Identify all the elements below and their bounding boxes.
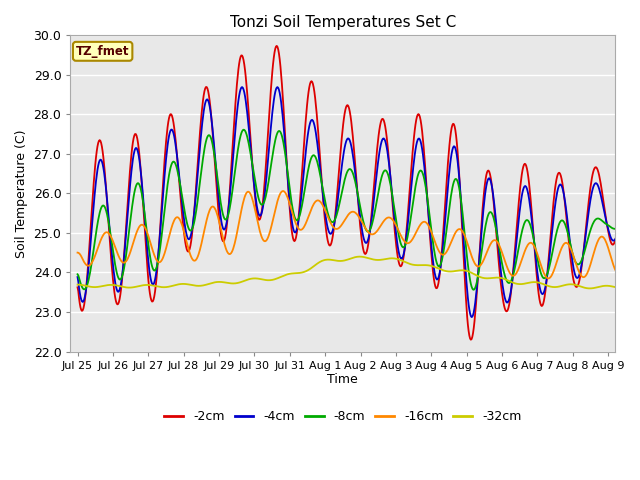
-2cm [420,144,428,149]
-32cm [294,270,301,276]
-2cm [294,219,302,225]
-8cm [240,127,248,132]
-16cm [279,188,287,194]
Title: Tonzi Soil Temperatures Set C: Tonzi Soil Temperatures Set C [230,15,456,30]
-4cm [140,205,148,211]
Y-axis label: Soil Temperature (C): Soil Temperature (C) [15,129,28,258]
Line: -8cm: -8cm [77,130,640,290]
-2cm [244,100,252,106]
-8cm [140,205,148,211]
-8cm [294,216,302,222]
-16cm [294,225,302,231]
-8cm [245,141,253,146]
X-axis label: Time: Time [328,373,358,386]
-32cm [420,262,428,268]
-4cm [74,274,81,280]
-8cm [451,176,459,182]
-4cm [238,84,246,90]
-32cm [74,282,81,288]
-4cm [451,145,459,151]
Line: -16cm: -16cm [77,191,640,278]
-2cm [272,44,280,49]
-32cm [244,276,252,282]
-4cm [468,314,476,320]
Line: -32cm: -32cm [77,257,640,288]
-8cm [470,287,477,293]
Line: -2cm: -2cm [77,46,640,340]
-4cm [245,125,253,131]
-32cm [356,254,364,260]
-16cm [244,189,252,194]
Text: TZ_fmet: TZ_fmet [76,45,129,58]
-16cm [420,219,428,225]
-32cm [620,286,628,291]
-2cm [467,337,475,343]
-2cm [273,43,280,49]
-2cm [74,285,81,290]
-16cm [140,223,148,229]
Legend: -2cm, -4cm, -8cm, -16cm, -32cm: -2cm, -4cm, -8cm, -16cm, -32cm [159,405,526,428]
-4cm [420,157,428,163]
-4cm [294,220,302,226]
-16cm [545,276,552,281]
-8cm [74,271,81,277]
-8cm [420,173,428,179]
-16cm [451,230,459,236]
-8cm [273,132,280,137]
-2cm [140,214,148,219]
-32cm [272,276,280,282]
-32cm [140,282,148,288]
Line: -4cm: -4cm [77,87,640,317]
-16cm [272,204,280,209]
-32cm [451,268,459,274]
-2cm [451,127,459,133]
-4cm [273,84,280,90]
-16cm [74,250,81,255]
